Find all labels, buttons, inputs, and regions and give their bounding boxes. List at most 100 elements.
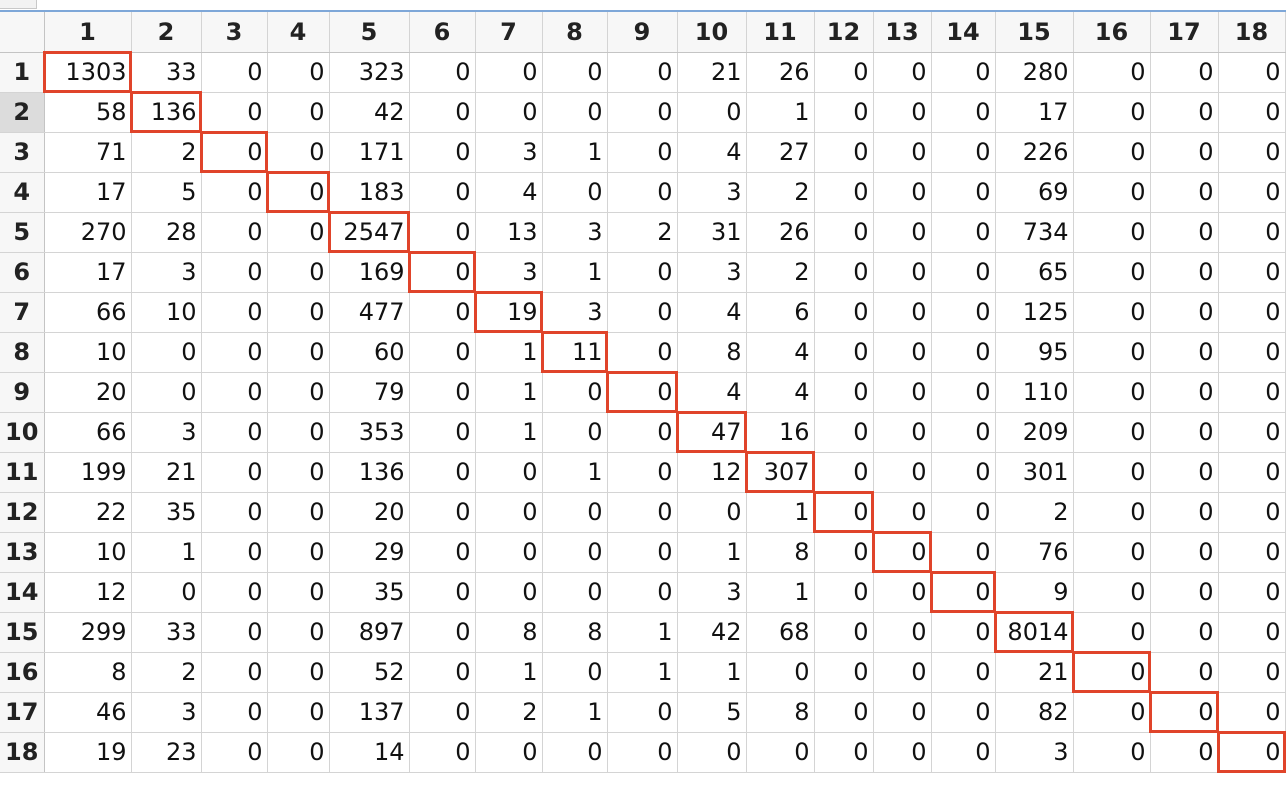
table-cell[interactable]: 2 bbox=[607, 212, 678, 253]
table-cell[interactable]: 0 bbox=[1150, 652, 1219, 693]
table-cell[interactable]: 0 bbox=[607, 412, 678, 453]
table-cell[interactable]: 0 bbox=[409, 172, 476, 213]
table-cell[interactable]: 0 bbox=[475, 452, 543, 493]
table-cell[interactable]: 0 bbox=[542, 52, 608, 93]
table-cell[interactable]: 0 bbox=[542, 492, 608, 533]
table-cell[interactable]: 2 bbox=[995, 492, 1074, 533]
table-cell[interactable]: 10 bbox=[44, 532, 132, 573]
table-cell[interactable]: 0 bbox=[201, 412, 268, 453]
table-cell[interactable]: 29 bbox=[329, 532, 410, 573]
table-cell[interactable]: 65 bbox=[995, 252, 1074, 293]
table-cell[interactable]: 0 bbox=[542, 172, 608, 213]
table-cell[interactable]: 12 bbox=[677, 452, 747, 493]
table-cell[interactable]: 0 bbox=[873, 652, 932, 693]
table-cell[interactable]: 169 bbox=[329, 252, 410, 293]
table-cell[interactable]: 0 bbox=[409, 52, 476, 93]
column-header-13[interactable]: 13 bbox=[873, 12, 932, 53]
row-header-13[interactable]: 13 bbox=[0, 532, 45, 573]
table-cell[interactable]: 60 bbox=[329, 332, 410, 373]
table-cell[interactable]: 2 bbox=[131, 132, 202, 173]
table-cell[interactable]: 10 bbox=[44, 332, 132, 373]
table-cell[interactable]: 17 bbox=[995, 92, 1074, 133]
table-cell[interactable]: 0 bbox=[542, 532, 608, 573]
table-cell[interactable]: 3 bbox=[131, 692, 202, 733]
table-cell[interactable]: 0 bbox=[931, 372, 996, 413]
table-cell[interactable]: 0 bbox=[542, 412, 608, 453]
table-cell[interactable]: 0 bbox=[542, 652, 608, 693]
column-header-16[interactable]: 16 bbox=[1073, 12, 1151, 53]
table-cell[interactable]: 0 bbox=[931, 52, 996, 93]
table-cell[interactable]: 0 bbox=[475, 52, 543, 93]
column-header-18[interactable]: 18 bbox=[1218, 12, 1286, 53]
table-cell[interactable]: 0 bbox=[1073, 292, 1151, 333]
table-cell[interactable]: 3 bbox=[542, 292, 608, 333]
diagonal-cell[interactable]: 0 bbox=[930, 571, 996, 613]
table-cell[interactable]: 0 bbox=[267, 132, 330, 173]
row-header-3[interactable]: 3 bbox=[0, 132, 45, 173]
table-cell[interactable]: 0 bbox=[931, 212, 996, 253]
table-cell[interactable]: 0 bbox=[201, 92, 268, 133]
table-cell[interactable]: 0 bbox=[873, 132, 932, 173]
table-cell[interactable]: 0 bbox=[1218, 452, 1286, 493]
table-cell[interactable]: 0 bbox=[814, 52, 874, 93]
table-cell[interactable]: 0 bbox=[873, 292, 932, 333]
table-cell[interactable]: 26 bbox=[746, 52, 815, 93]
table-cell[interactable]: 0 bbox=[873, 452, 932, 493]
table-cell[interactable]: 301 bbox=[995, 452, 1074, 493]
column-header-17[interactable]: 17 bbox=[1150, 12, 1219, 53]
table-cell[interactable]: 0 bbox=[1073, 612, 1151, 653]
table-cell[interactable]: 0 bbox=[1073, 252, 1151, 293]
table-cell[interactable]: 0 bbox=[931, 492, 996, 533]
table-cell[interactable]: 1 bbox=[475, 652, 543, 693]
table-cell[interactable]: 0 bbox=[607, 532, 678, 573]
column-header-11[interactable]: 11 bbox=[746, 12, 815, 53]
table-cell[interactable]: 0 bbox=[475, 92, 543, 133]
row-header-1[interactable]: 1 bbox=[0, 52, 45, 93]
table-cell[interactable]: 0 bbox=[1218, 572, 1286, 613]
table-cell[interactable]: 0 bbox=[873, 572, 932, 613]
table-cell[interactable]: 0 bbox=[1073, 452, 1151, 493]
table-cell[interactable]: 1 bbox=[131, 532, 202, 573]
table-cell[interactable]: 136 bbox=[329, 452, 410, 493]
diagonal-cell[interactable]: 136 bbox=[130, 91, 202, 133]
table-cell[interactable]: 0 bbox=[1218, 532, 1286, 573]
table-cell[interactable]: 0 bbox=[201, 612, 268, 653]
table-cell[interactable]: 0 bbox=[409, 692, 476, 733]
table-cell[interactable]: 1 bbox=[677, 532, 747, 573]
diagonal-cell[interactable]: 0 bbox=[200, 131, 268, 173]
table-cell[interactable]: 0 bbox=[267, 252, 330, 293]
table-cell[interactable]: 0 bbox=[201, 212, 268, 253]
row-header-12[interactable]: 12 bbox=[0, 492, 45, 533]
row-header-9[interactable]: 9 bbox=[0, 372, 45, 413]
table-cell[interactable]: 0 bbox=[542, 572, 608, 613]
column-header-7[interactable]: 7 bbox=[475, 12, 543, 53]
table-cell[interactable]: 0 bbox=[814, 732, 874, 773]
table-cell[interactable]: 20 bbox=[329, 492, 410, 533]
row-header-5[interactable]: 5 bbox=[0, 212, 45, 253]
table-cell[interactable]: 0 bbox=[475, 492, 543, 533]
table-cell[interactable]: 0 bbox=[409, 452, 476, 493]
table-cell[interactable]: 0 bbox=[542, 372, 608, 413]
table-cell[interactable]: 0 bbox=[201, 492, 268, 533]
diagonal-cell[interactable]: 2547 bbox=[328, 211, 410, 253]
table-cell[interactable]: 0 bbox=[931, 452, 996, 493]
table-cell[interactable]: 353 bbox=[329, 412, 410, 453]
table-cell[interactable]: 0 bbox=[1150, 292, 1219, 333]
table-cell[interactable]: 4 bbox=[677, 372, 747, 413]
table-cell[interactable]: 0 bbox=[131, 332, 202, 373]
table-cell[interactable]: 0 bbox=[1073, 212, 1151, 253]
table-cell[interactable]: 0 bbox=[814, 612, 874, 653]
diagonal-cell[interactable]: 0 bbox=[1217, 731, 1286, 773]
row-header-8[interactable]: 8 bbox=[0, 332, 45, 373]
table-cell[interactable]: 21 bbox=[677, 52, 747, 93]
diagonal-cell[interactable]: 1303 bbox=[43, 51, 132, 93]
table-cell[interactable]: 0 bbox=[931, 92, 996, 133]
row-header-18[interactable]: 18 bbox=[0, 732, 45, 773]
table-cell[interactable]: 0 bbox=[1073, 172, 1151, 213]
row-header-7[interactable]: 7 bbox=[0, 292, 45, 333]
table-cell[interactable]: 0 bbox=[814, 532, 874, 573]
table-cell[interactable]: 8 bbox=[542, 612, 608, 653]
table-cell[interactable]: 0 bbox=[607, 92, 678, 133]
table-cell[interactable]: 0 bbox=[267, 612, 330, 653]
table-cell[interactable]: 0 bbox=[1218, 652, 1286, 693]
